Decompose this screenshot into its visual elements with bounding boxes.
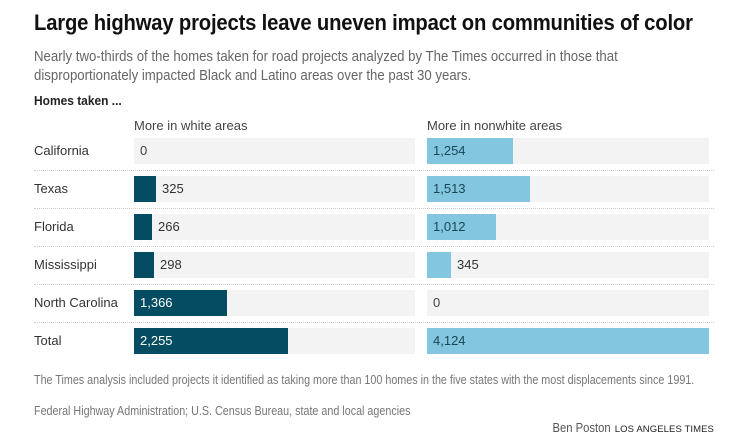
data-label: 0 xyxy=(433,295,441,310)
section-label: Homes taken ... xyxy=(34,93,122,108)
column-header-white: More in white areas xyxy=(134,118,248,133)
bar-nonwhite xyxy=(427,176,530,202)
category-label: California xyxy=(34,143,89,158)
row-separator xyxy=(34,322,714,323)
row-separator xyxy=(34,284,714,285)
bar-track: 325 xyxy=(134,176,415,202)
data-label: 2,255 xyxy=(140,333,173,348)
bar-track: 0 xyxy=(427,290,709,316)
column-header-nonwhite: More in nonwhite areas xyxy=(427,118,563,133)
category-label: Florida xyxy=(34,219,74,234)
data-label: 266 xyxy=(158,219,180,234)
bar-white xyxy=(134,328,288,354)
chart-source: Federal Highway Administration; U.S. Cen… xyxy=(34,404,411,418)
organization-logo: LOS ANGELES TIMES xyxy=(614,424,714,435)
bar-white xyxy=(134,176,156,202)
data-label: 0 xyxy=(140,143,148,158)
chart-subtitle: Nearly two-thirds of the homes taken for… xyxy=(34,48,618,84)
data-label: 298 xyxy=(160,257,182,272)
data-label: 4,124 xyxy=(433,333,466,348)
data-label: 1,366 xyxy=(140,295,173,310)
data-label: 1,513 xyxy=(433,181,466,196)
bar-track: 1,254 xyxy=(427,138,709,164)
bar-white xyxy=(134,290,227,316)
bar-white xyxy=(134,214,152,240)
credit: Ben Poston LOS ANGELES TIMES xyxy=(546,421,714,435)
bar-track: 1,012 xyxy=(427,214,709,240)
bar-nonwhite xyxy=(427,252,451,278)
author-credit: Ben Poston xyxy=(552,421,611,435)
row-separator xyxy=(34,170,714,171)
bar-white xyxy=(134,252,154,278)
data-label: 1,254 xyxy=(433,143,466,158)
bar-nonwhite xyxy=(427,138,513,164)
row-separator xyxy=(34,208,714,209)
data-label: 325 xyxy=(162,181,184,196)
bar-track: 1,513 xyxy=(427,176,709,202)
bar-track: 1,366 xyxy=(134,290,415,316)
category-label: Texas xyxy=(34,181,68,196)
bar-track: 0 xyxy=(134,138,415,164)
bar-track: 4,124 xyxy=(427,328,709,354)
data-label: 1,012 xyxy=(433,219,466,234)
chart-title: Large highway projects leave uneven impa… xyxy=(34,10,693,35)
category-label: Mississippi xyxy=(34,257,97,272)
row-separator xyxy=(34,246,714,247)
category-label: Total xyxy=(34,333,62,348)
bar-track: 266 xyxy=(134,214,415,240)
bar-track: 345 xyxy=(427,252,709,278)
bar-track: 2,255 xyxy=(134,328,415,354)
bar-nonwhite xyxy=(427,214,496,240)
category-label: North Carolina xyxy=(34,295,118,310)
data-label: 345 xyxy=(457,257,479,272)
bar-track: 298 xyxy=(134,252,415,278)
bar-nonwhite xyxy=(427,328,709,354)
chart-note: The Times analysis included projects it … xyxy=(34,373,695,387)
